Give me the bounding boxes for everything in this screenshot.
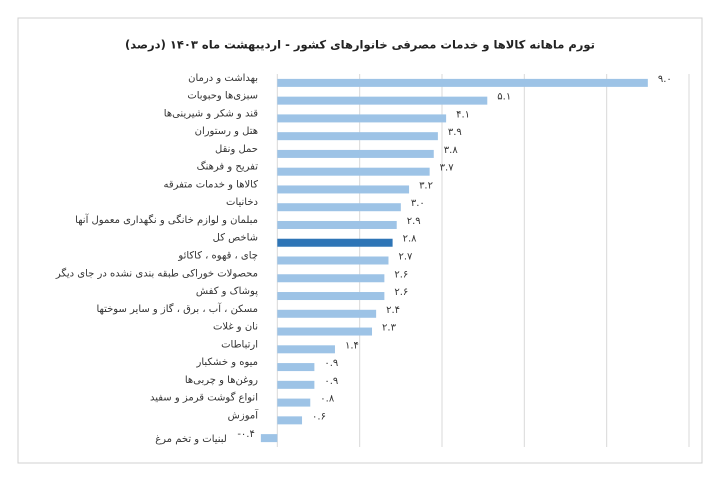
bar bbox=[277, 256, 389, 265]
category-label: انواع گوشت قرمز و سفید bbox=[150, 392, 258, 404]
value-label: ۲.۷ bbox=[398, 252, 413, 263]
bar bbox=[277, 78, 648, 87]
category-label: چای ، قهوه ، کاکائو bbox=[177, 251, 258, 262]
category-label: دخانیات bbox=[226, 197, 258, 208]
value-label: ۲.۳ bbox=[382, 323, 397, 334]
bar bbox=[277, 220, 397, 229]
value-label: ۴.۱ bbox=[456, 109, 470, 120]
category-label: محصولات خوراکی طبقه بندی نشده در جای دیگ… bbox=[55, 267, 258, 279]
value-label: ۲.۶ bbox=[394, 269, 408, 280]
bar bbox=[277, 203, 401, 212]
bar bbox=[277, 132, 438, 141]
category-label: سبزی‌ها وحبوبات bbox=[187, 91, 258, 102]
value-label: ۱.۴ bbox=[345, 340, 359, 351]
category-label: نان و غلات bbox=[213, 322, 258, 333]
category-label: تفریح و فرهنگ bbox=[197, 161, 259, 173]
value-label: ۳.۹ bbox=[448, 127, 462, 138]
value-label: ۲.۶ bbox=[394, 287, 408, 298]
category-label: آموزش bbox=[228, 408, 260, 421]
bar bbox=[277, 363, 315, 372]
category-label: ارتباطات bbox=[221, 339, 258, 350]
value-label: ۳.۸ bbox=[444, 145, 459, 156]
bar bbox=[260, 434, 278, 443]
value-label: ۲.۴ bbox=[386, 305, 400, 316]
value-label: ۳.۲ bbox=[419, 180, 433, 191]
chart-title: تورم ماهانه کالاها و خدمات مصرفی خانواره… bbox=[125, 38, 595, 53]
category-label: هتل و رستوران bbox=[195, 126, 258, 137]
value-label: ۰.۸ bbox=[320, 394, 335, 405]
value-label: ۰.۹ bbox=[324, 358, 338, 369]
category-label: مسکن ، آب ، برق ، گاز و سایر سوختها bbox=[96, 302, 258, 315]
bar bbox=[277, 149, 434, 158]
category-label: حمل ونقل bbox=[215, 144, 258, 155]
category-label: قند و شکر و شیرینی‌ها bbox=[164, 108, 258, 119]
category-label: مبلمان و لوازم خانگی و نگهداری معمول آنه… bbox=[75, 213, 258, 226]
bar bbox=[277, 292, 385, 301]
value-label: ۹.۰ bbox=[658, 74, 672, 85]
category-label: پوشاک و کفش bbox=[196, 286, 258, 297]
bar bbox=[277, 309, 377, 318]
bar bbox=[277, 274, 385, 283]
value-label: ۰.۹ bbox=[324, 376, 338, 387]
bar bbox=[277, 345, 335, 354]
bar bbox=[277, 96, 488, 105]
bar bbox=[277, 185, 410, 194]
category-label: لبنیات و تخم مرغ bbox=[155, 434, 227, 445]
value-label: -۰.۴ bbox=[237, 429, 255, 440]
value-label: ۳.۷ bbox=[440, 163, 455, 174]
bar bbox=[277, 398, 311, 407]
bar bbox=[277, 327, 373, 336]
bar bbox=[277, 114, 447, 123]
category-label: روغن‌ها و چربی‌ها bbox=[185, 375, 258, 386]
value-label: ۵.۱ bbox=[497, 92, 511, 103]
category-label: کالاها و خدمات متفرقه bbox=[163, 179, 258, 190]
category-label: شاخص کل bbox=[213, 233, 258, 244]
bar bbox=[277, 416, 303, 425]
bar bbox=[277, 167, 430, 176]
bar bbox=[277, 380, 315, 389]
bar bbox=[277, 238, 393, 247]
value-label: ۲.۹ bbox=[407, 216, 421, 227]
value-label: ۲.۸ bbox=[403, 234, 418, 245]
value-label: ۰.۶ bbox=[312, 411, 326, 422]
value-label: ۳.۰ bbox=[411, 198, 425, 209]
category-label: میوه و خشکبار bbox=[196, 357, 258, 368]
category-label: بهداشت و درمان bbox=[188, 73, 258, 84]
